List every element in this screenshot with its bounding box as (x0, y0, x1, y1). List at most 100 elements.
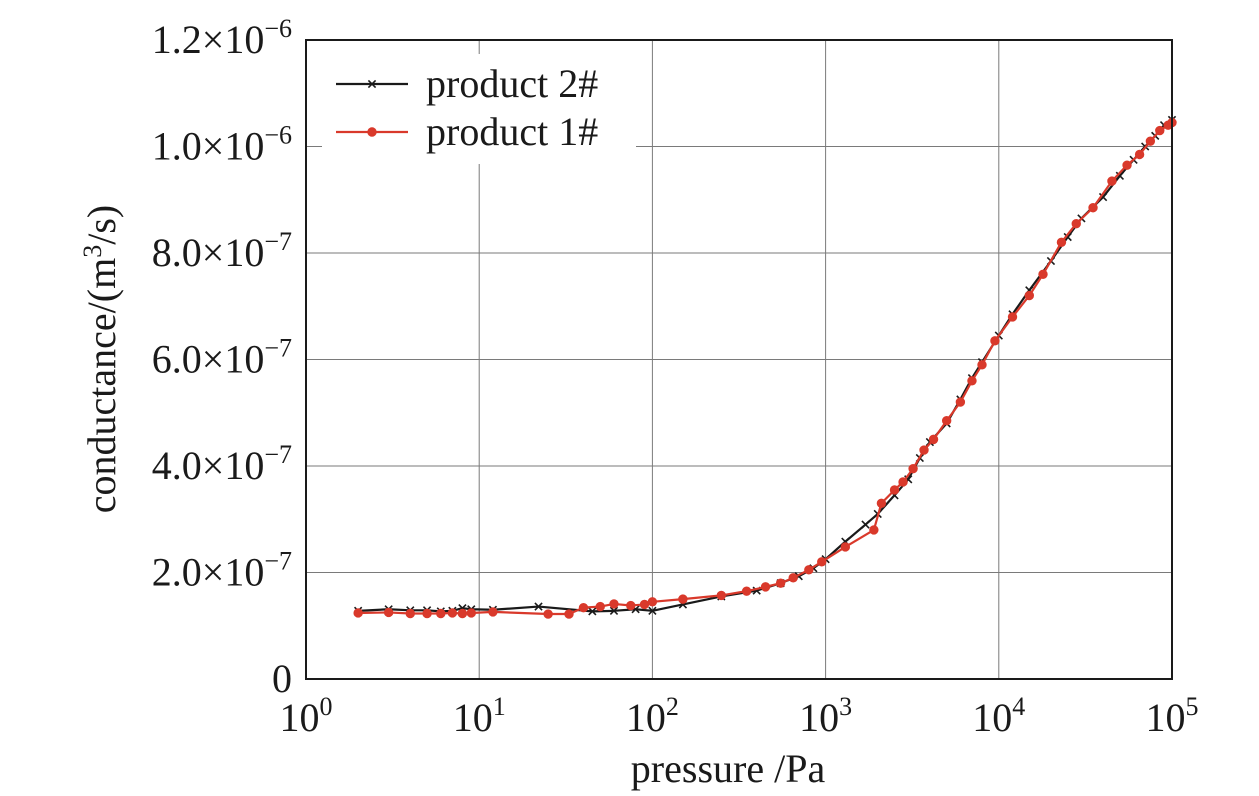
data-point (977, 360, 987, 370)
data-point (1063, 232, 1072, 242)
x-tick-exponent: 2 (666, 692, 679, 721)
data-point (928, 434, 939, 445)
y-tick-exponent: −6 (264, 121, 292, 150)
x-tick-label: 103 (799, 692, 852, 740)
data-point (1098, 192, 1108, 202)
x-tick-base: 10 (799, 695, 839, 740)
x-tick-base: 10 (280, 695, 320, 740)
data-point (1071, 219, 1081, 229)
data-point (1134, 149, 1145, 160)
grid (306, 40, 1172, 679)
y-tick-exponent: −7 (264, 440, 292, 469)
data-point (588, 607, 597, 616)
data-point (1122, 160, 1132, 170)
legend-background (322, 54, 636, 164)
data-point (353, 608, 363, 618)
data-point (466, 608, 476, 618)
data-point (1088, 203, 1098, 213)
x-tick-base: 10 (453, 695, 493, 740)
data-point (534, 602, 543, 611)
data-point (775, 578, 786, 588)
x-tick-label: 101 (453, 692, 506, 740)
legend-label: product 1# (426, 109, 598, 154)
data-point (488, 607, 498, 617)
data-point (861, 520, 870, 529)
y-tick-exponent: −7 (264, 547, 292, 576)
data-point (788, 573, 798, 583)
data-point (678, 594, 688, 604)
x-tick-exponent: 3 (839, 692, 852, 721)
data-point (647, 597, 658, 607)
data-point (436, 608, 446, 619)
y-tick-mantissa: 6.0×10 (152, 337, 265, 382)
data-point (955, 397, 966, 407)
x-tick-label: 100 (280, 692, 333, 740)
y-tick-label: 2.0×10−7 (152, 547, 292, 595)
y-tick-label: 8.0×10−7 (152, 227, 292, 275)
legend-label: product 2# (426, 61, 598, 106)
y-axis-title: conductance/(m3/s) (78, 205, 124, 513)
data-point (840, 542, 851, 552)
plot-frame (305, 39, 1173, 680)
data-point (941, 416, 952, 426)
data-point (543, 609, 553, 619)
data-point (405, 608, 415, 619)
x-tick-base: 10 (626, 695, 666, 740)
legend-marker (367, 79, 377, 89)
x-tick-base: 10 (972, 695, 1012, 740)
data-point (564, 609, 574, 619)
data-point (639, 599, 650, 610)
x-tick-exponent: 0 (320, 692, 333, 721)
x-tick-exponent: 5 (1186, 692, 1199, 721)
y-tick-label: 1.0×10−6 (152, 121, 292, 169)
data-point (908, 463, 918, 474)
y-tick-label: 6.0×10−7 (152, 334, 292, 382)
data-point (919, 445, 929, 455)
legend-item: product 2# (336, 61, 598, 106)
y-tick-labels: 02.0×10−74.0×10−76.0×10−78.0×10−71.0×10−… (152, 14, 292, 701)
data-point (383, 607, 394, 618)
data-point (447, 608, 458, 618)
data-point (1107, 176, 1117, 186)
x-tick-exponent: 4 (1012, 692, 1025, 721)
data-point (760, 582, 771, 592)
data-point (1007, 312, 1018, 322)
data-point (457, 608, 468, 619)
data-point (578, 602, 589, 613)
x-tick-label: 105 (1146, 692, 1199, 740)
data-point (1115, 171, 1125, 180)
data-point (967, 376, 977, 386)
data-point (1024, 290, 1034, 301)
legend-item: product 1# (336, 109, 598, 154)
data-point (898, 477, 908, 487)
y-tick-mantissa: 1.2×10 (152, 17, 265, 62)
x-tick-label: 104 (972, 692, 1025, 740)
x-tick-base: 10 (1146, 695, 1186, 740)
data-point (648, 606, 657, 616)
legend-marker (367, 127, 377, 137)
data-point (817, 557, 827, 567)
y-tick-mantissa: 2.0×10 (152, 550, 265, 595)
data-point (1038, 269, 1048, 279)
data-point (804, 565, 814, 575)
data-point (626, 600, 636, 611)
data-point (876, 498, 887, 508)
data-point (595, 601, 605, 612)
series-line (358, 118, 1173, 613)
data-point (716, 590, 727, 601)
data-point (609, 606, 619, 616)
y-tick-mantissa: 8.0×10 (152, 230, 265, 275)
y-tick-exponent: −7 (264, 227, 292, 256)
data-point (1056, 237, 1067, 248)
y-tick-exponent: −6 (264, 14, 292, 43)
y-tick-mantissa: 0 (272, 656, 292, 701)
series-line (358, 121, 1173, 616)
y-tick-mantissa: 1.0×10 (152, 124, 265, 169)
series-2 (353, 117, 1177, 619)
x-tick-exponent: 1 (493, 692, 506, 721)
y-tick-label: 0 (272, 656, 292, 701)
y-tick-exponent: −7 (264, 334, 292, 363)
series-layer (353, 115, 1177, 619)
y-tick-mantissa: 4.0×10 (152, 443, 265, 488)
